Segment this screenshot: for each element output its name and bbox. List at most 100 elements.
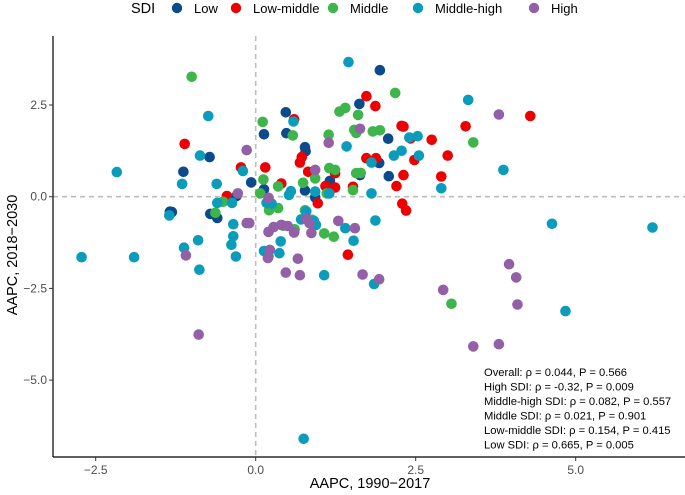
y-tick-label: 0.0	[30, 190, 47, 204]
data-point-high	[244, 217, 255, 229]
data-point-low-middle	[398, 169, 409, 181]
x-tick-label: 0.0	[247, 463, 264, 477]
y-axis-ticks: 2.5 0.0 −2.5 −5.0	[23, 98, 53, 387]
data-point-low	[299, 141, 311, 153]
data-point-low	[374, 64, 386, 76]
data-point-middle	[374, 125, 386, 136]
data-point-low-middle	[260, 162, 271, 173]
data-point-middle-high	[237, 165, 249, 177]
data-point-high	[262, 252, 274, 264]
data-point-middle	[446, 298, 457, 310]
data-point-middle	[318, 228, 330, 239]
data-point-middle	[254, 188, 266, 199]
data-point-high	[437, 284, 449, 296]
data-point-low	[204, 151, 215, 163]
data-point-middle-high	[436, 183, 447, 194]
data-point-high	[309, 164, 321, 176]
legend-item-middle-high: Middle-high	[412, 1, 502, 16]
data-point-middle	[323, 129, 335, 140]
data-point-low	[382, 133, 394, 144]
correlation-annotation: Middle SDI: ρ = 0.021, P = 0.901	[484, 411, 646, 423]
data-point-middle-high	[288, 116, 299, 127]
data-point-middle-high	[128, 251, 140, 263]
data-point-middle	[389, 87, 401, 99]
data-point-middle-high	[275, 236, 287, 247]
data-point-middle-high	[192, 235, 204, 246]
data-point-low-middle	[398, 121, 409, 132]
series-low	[164, 64, 395, 224]
data-point-middle-high	[309, 186, 321, 197]
data-point-middle-high	[404, 132, 415, 143]
legend-label-high: High	[551, 1, 578, 16]
data-point-middle-high	[298, 433, 310, 445]
data-point-high	[301, 213, 312, 225]
y-tick-label: −2.5	[23, 281, 47, 295]
data-point-middle	[258, 174, 269, 185]
data-point-high	[294, 269, 306, 281]
data-point-middle-high	[228, 231, 239, 242]
data-point-middle	[328, 231, 340, 242]
y-tick-label: 2.5	[30, 98, 47, 112]
legend-item-high: High	[528, 1, 578, 16]
data-point-high	[280, 267, 292, 278]
data-point-high	[493, 338, 505, 350]
legend-label-middle-high: Middle-high	[435, 1, 502, 16]
data-point-high	[263, 226, 274, 238]
legend-marker-low-middle	[230, 2, 242, 14]
data-point-low-middle	[312, 198, 324, 209]
data-point-middle-high	[203, 110, 214, 122]
data-point-middle	[352, 109, 364, 121]
legend-marker-middle-high	[412, 2, 424, 14]
legend-item-low-middle: Low-middle	[230, 1, 319, 16]
data-point-low-middle	[361, 90, 372, 102]
legend-marker-low	[171, 2, 183, 14]
data-point-low-middle	[426, 134, 438, 146]
legend-label-low-middle: Low-middle	[253, 1, 319, 16]
data-point-middle-high	[498, 164, 509, 176]
data-point-high	[373, 273, 385, 285]
data-point-low	[178, 166, 189, 178]
data-point-middle-high	[301, 206, 312, 217]
data-point-high	[282, 220, 294, 232]
correlation-annotation: Overall: ρ = 0.044, P = 0.566	[484, 367, 627, 379]
scatter-points	[76, 56, 658, 445]
data-point-middle	[186, 71, 197, 83]
data-point-low	[354, 98, 365, 110]
data-point-low	[383, 170, 395, 182]
series-high	[180, 109, 523, 352]
data-point-low-middle	[342, 249, 354, 260]
data-point-low-middle	[370, 100, 381, 112]
legend-marker-middle	[327, 2, 339, 14]
legend-item-low: Low	[171, 1, 218, 16]
data-point-middle-high	[194, 264, 205, 276]
data-point-high	[333, 215, 344, 227]
data-point-high	[468, 341, 479, 352]
data-point-high	[323, 137, 335, 149]
data-point-middle-high	[413, 150, 425, 161]
data-point-high	[512, 299, 523, 310]
data-point-high	[354, 123, 366, 135]
data-point-high	[503, 258, 515, 270]
data-point-low-middle	[179, 138, 190, 150]
data-point-middle	[297, 177, 309, 189]
correlation-annotation: Low-middle SDI: ρ = 0.154, P = 0.415	[484, 425, 671, 437]
legend-label-low: Low	[194, 1, 218, 16]
data-point-middle	[287, 130, 299, 141]
data-point-middle-high	[111, 166, 123, 178]
data-point-high	[241, 144, 252, 156]
data-point-low	[245, 177, 257, 188]
data-point-middle-high	[194, 150, 206, 161]
data-point-middle-high	[560, 305, 571, 317]
data-point-middle-high	[343, 56, 354, 68]
data-point-middle	[272, 181, 284, 192]
data-point-middle-high	[212, 197, 223, 209]
legend-item-middle: Middle	[327, 1, 388, 16]
data-point-high	[193, 329, 204, 340]
data-point-high	[493, 109, 505, 120]
data-point-high	[288, 227, 300, 238]
data-point-high	[232, 188, 244, 199]
data-point-high	[510, 272, 522, 283]
data-point-middle	[329, 164, 341, 176]
data-point-middle-high	[318, 269, 330, 281]
